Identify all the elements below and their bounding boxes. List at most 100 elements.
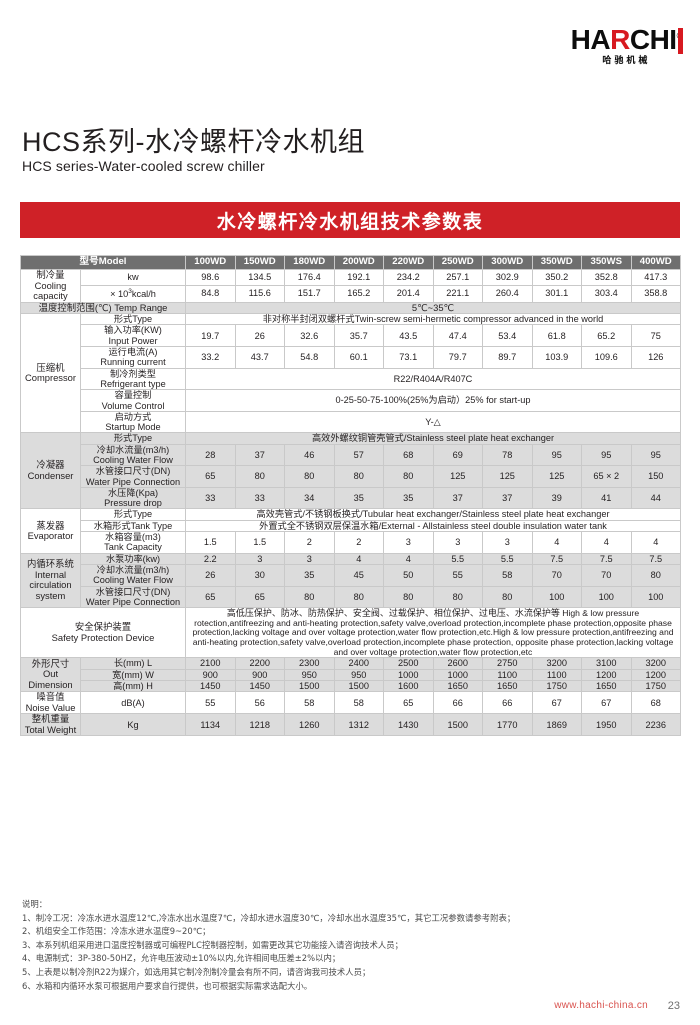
table-row: 水箱容量(m3) Tank Capacity 1.5 1.5 2 2 3 3 3 … xyxy=(21,531,681,554)
evaporator-label: 蒸发器 Evaporator xyxy=(20,508,81,554)
table-row: 冷却水流量(m3/h) Cooling Water Flow 26 30 35 4… xyxy=(21,563,681,587)
safety-value: 高低压保护、防冰、防热保护、安全阀、过载保护、相位保护、过电压、水流保护等 Hi… xyxy=(185,607,681,659)
tank-type-label: 水箱形式Tank Type xyxy=(80,519,186,533)
cell: 3 xyxy=(284,552,335,565)
cooling-capacity-label: 制冷量 Cooling capacity xyxy=(20,269,81,303)
table-row: 冷凝器 Condenser 形式Type 高效外螺纹铜管壳管式/Stainles… xyxy=(20,432,681,510)
cell: 44 xyxy=(630,486,681,510)
cell: 54.8 xyxy=(284,346,335,369)
note-item: 4、电源制式：3P-380-50HZ，允许电压波动±10%以内,允许相间电压差±… xyxy=(22,953,341,964)
cell: 46 xyxy=(284,443,335,467)
logo-chinese-name: 哈驰机械 xyxy=(602,56,651,66)
cell: 80 xyxy=(284,465,335,488)
cell: 126 xyxy=(630,346,681,369)
note-item: 2、机组安全工作范围：冷冻水进水温度9~20℃； xyxy=(22,926,211,937)
cell: 1650 xyxy=(482,679,533,693)
cell: 151.7 xyxy=(284,284,335,303)
notes-section: 说明： 1、制冷工况：冷冻水进水温度12℃,冷冻水出水温度7℃，冷却水进水温度3… xyxy=(22,898,515,993)
cell: 65 xyxy=(185,465,236,488)
banner-title: 水冷螺杆冷水机组技术参数表 xyxy=(216,211,484,233)
tank-type-value: 外置式全不锈钢双层保温水箱/External - Allstainless st… xyxy=(185,519,681,533)
cell: 234.2 xyxy=(383,269,434,286)
cell: 1218 xyxy=(234,713,285,737)
cell: 58 xyxy=(482,563,533,587)
cell: 7.5 xyxy=(531,552,582,565)
cell: 69 xyxy=(432,443,483,467)
cell: 65 xyxy=(185,585,236,609)
cell: 1450 xyxy=(234,679,285,693)
cell: 950 xyxy=(284,668,335,681)
table-row: 温度控制范围(℃) Temp Range 5℃~35℃ xyxy=(20,301,681,315)
cell: 43.7 xyxy=(234,346,285,369)
cell: 4 xyxy=(531,531,582,554)
table-row: 蒸发器 Evaporator 形式Type 高效壳管式/不锈钢板换式/Tubul… xyxy=(20,508,681,554)
model-col-8: 350WS xyxy=(581,255,632,270)
cell: 176.4 xyxy=(284,269,335,286)
cell: 80 xyxy=(234,465,285,488)
cell: 2750 xyxy=(482,657,533,670)
cell: 1869 xyxy=(531,713,582,737)
cell: 1000 xyxy=(383,668,434,681)
cell: 100 xyxy=(630,585,681,609)
table-row: 压缩机 Compressor 形式Type 非对称半封闭双螺杆式Twin-scr… xyxy=(20,313,681,434)
cell: 37 xyxy=(234,443,285,467)
table-row: 内循环系统 Internal circulation system 水泵功率(k… xyxy=(20,552,681,609)
tank-capacity-label: 水箱容量(m3) Tank Capacity xyxy=(80,531,186,554)
cell: 3200 xyxy=(630,657,681,670)
table-row: 制冷量 Cooling capacity kw 98.6 134.5 176.4… xyxy=(20,269,681,303)
cell: 350.2 xyxy=(531,269,582,286)
cell: 33 xyxy=(185,486,236,510)
cell: 33 xyxy=(234,486,285,510)
table-row: 高(mm) H 1450 1450 1500 1500 1600 1650 16… xyxy=(21,679,681,693)
cell: 26 xyxy=(185,563,236,587)
cell: 1950 xyxy=(581,713,632,737)
model-label: 型号Model xyxy=(20,255,186,270)
cell: 55 xyxy=(432,563,483,587)
weight-unit: Kg xyxy=(80,713,186,737)
cell: 352.8 xyxy=(581,269,632,286)
table-row: 水管接口尺寸(DN) Water Pipe Connection 65 80 80… xyxy=(21,465,681,488)
cell: 65 xyxy=(383,691,434,715)
cell: 1770 xyxy=(482,713,533,737)
refrigerant-type-label: 制冷剂类型 Refrigerant type xyxy=(80,367,186,391)
safety-value-english: High & low pressure rotection,antifreezi… xyxy=(192,608,674,657)
cooling-unit-kw: kw xyxy=(80,269,186,286)
cell: 125 xyxy=(482,465,533,488)
cell: 1200 xyxy=(581,668,632,681)
compressor-type-label: 形式Type xyxy=(80,313,186,326)
cell: 165.2 xyxy=(333,284,384,303)
cell: 260.4 xyxy=(482,284,533,303)
cell: 84.8 xyxy=(185,284,236,303)
table-row: 水箱形式Tank Type 外置式全不锈钢双层保温水箱/External - A… xyxy=(21,519,681,533)
condenser-type-label: 形式Type xyxy=(80,432,186,445)
page-title-english: HCS series-Water-cooled screw chiller xyxy=(22,158,265,174)
cell: 103.9 xyxy=(531,346,582,369)
refrigerant-type-value: R22/R404A/R407C xyxy=(185,367,681,391)
page-number: 23 xyxy=(667,1000,680,1012)
volume-control-value: 0-25-50-75-100%(25%为启动）25% for start-up xyxy=(185,389,681,412)
temp-range-value: 5℃~35℃ xyxy=(185,301,681,315)
cell: 73.1 xyxy=(383,346,434,369)
footer-website-url[interactable]: www.hachi-china.cn xyxy=(554,1000,648,1011)
internal-pipe-label: 水管接口尺寸(DN) Water Pipe Connection xyxy=(80,585,186,609)
cell: 1100 xyxy=(482,668,533,681)
cell: 3200 xyxy=(531,657,582,670)
cell: 1500 xyxy=(432,713,483,737)
cell: 100 xyxy=(581,585,632,609)
cell: 1200 xyxy=(630,668,681,681)
cell: 115.6 xyxy=(234,284,285,303)
logo-text-part3: CHI xyxy=(629,24,677,55)
logo-accent-bar-icon xyxy=(678,28,683,54)
cell: 302.9 xyxy=(482,269,533,286)
cell: 7.5 xyxy=(630,552,681,565)
cell: 201.4 xyxy=(383,284,434,303)
table-row: 水管接口尺寸(DN) Water Pipe Connection 65 65 80… xyxy=(21,585,681,609)
cell: 2 xyxy=(284,531,335,554)
note-item: 1、制冷工况：冷冻水进水温度12℃,冷冻水出水温度7℃，冷却水进水温度30℃，冷… xyxy=(22,912,516,923)
logo-text-part1: HA xyxy=(570,24,611,55)
cell: 2400 xyxy=(333,657,384,670)
cell: 1650 xyxy=(432,679,483,693)
cell: 1.5 xyxy=(185,531,236,554)
cell: 35 xyxy=(333,486,384,510)
cell: 95 xyxy=(581,443,632,467)
